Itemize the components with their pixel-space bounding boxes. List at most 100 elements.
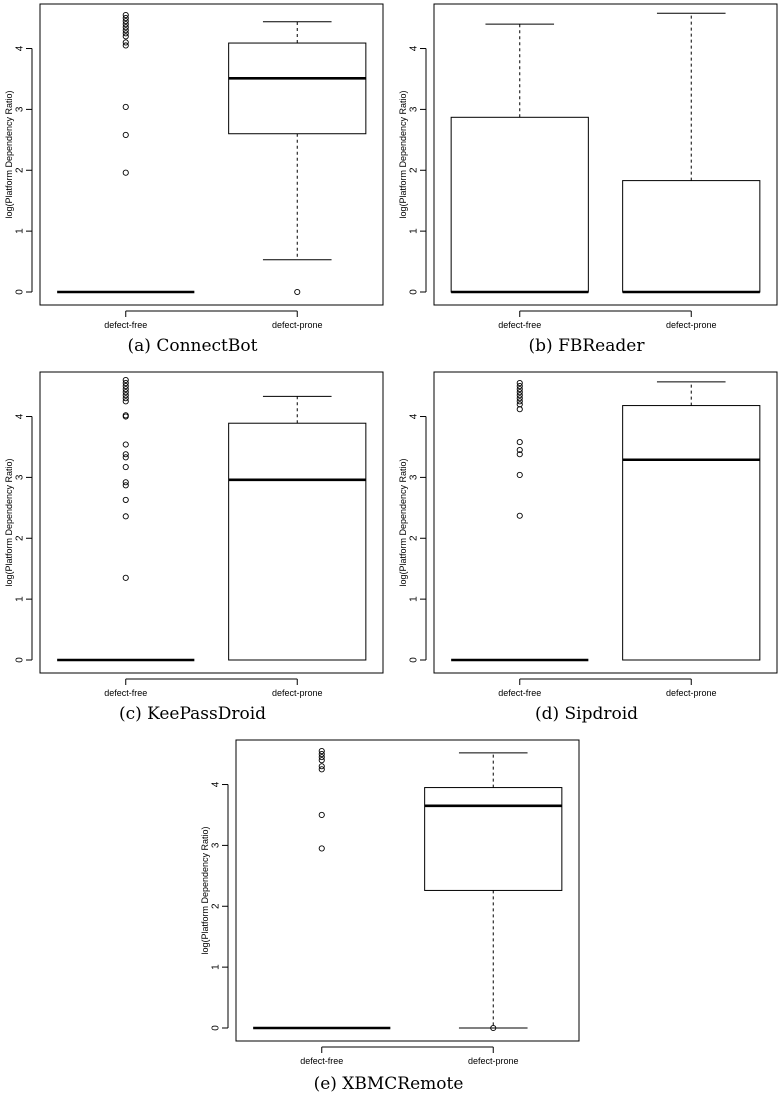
outlier-point bbox=[122, 131, 129, 139]
outlier-point bbox=[122, 11, 129, 19]
y-tick-label: 3 bbox=[15, 474, 26, 480]
boxplot-sipdroid: 0 1 2 3 4 log(Platform Dependency Ratio) defec… bbox=[398, 371, 778, 698]
x-tick-label: defect-free bbox=[104, 320, 147, 330]
outlier-point bbox=[516, 392, 523, 399]
outlier-point bbox=[516, 439, 523, 446]
x-tick-label: defect-prone bbox=[272, 320, 323, 330]
y-tick-label: 0 bbox=[211, 1025, 222, 1031]
outlier-point bbox=[318, 754, 325, 761]
y-axis-label: log(Platform Dependency Ratio) bbox=[4, 458, 14, 586]
outlier-point bbox=[122, 15, 129, 22]
y-tick-label: 2 bbox=[409, 167, 420, 173]
outlier-point bbox=[122, 383, 129, 390]
outlier-point bbox=[122, 513, 129, 520]
outlier-point bbox=[122, 454, 129, 461]
outlier-point bbox=[516, 446, 523, 454]
y-tick-label: 1 bbox=[409, 596, 420, 602]
outlier-point bbox=[122, 376, 129, 384]
y-tick-label: 3 bbox=[409, 106, 420, 112]
panel-connectbot: 0 1 2 3 4 log(Platform Dependency Ratio) defec… bbox=[0, 0, 385, 360]
y-tick-label: 4 bbox=[409, 413, 420, 419]
outlier-point bbox=[122, 24, 129, 31]
x-tick-label: defect-free bbox=[498, 688, 541, 698]
box-body bbox=[228, 42, 367, 135]
outlier-point bbox=[516, 383, 523, 390]
y-tick-label: 4 bbox=[15, 413, 26, 419]
outlier-point bbox=[122, 398, 129, 405]
y-tick-label: 2 bbox=[15, 535, 26, 541]
box-defect-free bbox=[451, 379, 589, 662]
y-tick-label: 0 bbox=[15, 657, 26, 663]
boxplot-fbreader: 0 1 2 3 4 log(Platform Dependency Ratio) defec… bbox=[398, 3, 778, 330]
outlier-point bbox=[516, 401, 523, 408]
box-body bbox=[424, 787, 563, 891]
outlier-point bbox=[490, 1024, 497, 1032]
box-defect-prone bbox=[622, 12, 761, 294]
outlier-point bbox=[318, 766, 325, 773]
outlier-point bbox=[122, 27, 129, 34]
outlier-point bbox=[122, 379, 129, 387]
outlier-point bbox=[122, 389, 129, 396]
caption-sipdroid: (d) Sipdroid bbox=[534, 704, 639, 724]
x-tick-label: defect-prone bbox=[666, 320, 717, 330]
outlier-point bbox=[122, 496, 129, 503]
outlier-point bbox=[516, 451, 523, 458]
outlier-point bbox=[516, 395, 523, 402]
outlier-point bbox=[122, 386, 129, 393]
outlier-point bbox=[122, 39, 129, 46]
y-tick-label: 1 bbox=[15, 596, 26, 602]
outlier-point bbox=[516, 471, 523, 479]
plot-frame bbox=[433, 371, 778, 674]
outlier-point bbox=[516, 398, 523, 405]
y-tick-label: 0 bbox=[409, 289, 420, 295]
box-defect-prone bbox=[228, 21, 367, 296]
outlier-point bbox=[122, 479, 129, 486]
outlier-point bbox=[122, 441, 129, 448]
box-defect-free bbox=[253, 747, 391, 1030]
outlier-point bbox=[318, 751, 325, 758]
box-defect-prone bbox=[622, 381, 761, 661]
y-axis-label: log(Platform Dependency Ratio) bbox=[200, 826, 210, 954]
outlier-point bbox=[122, 463, 129, 471]
y-tick-label: 0 bbox=[15, 289, 26, 295]
box-body bbox=[622, 405, 761, 661]
outlier-point bbox=[122, 18, 129, 25]
y-tick-label: 0 bbox=[409, 657, 420, 663]
y-tick-label: 4 bbox=[211, 781, 222, 787]
x-tick-label: defect-free bbox=[104, 688, 147, 698]
outlier-point bbox=[122, 103, 129, 111]
outlier-point bbox=[122, 412, 129, 419]
y-tick-label: 2 bbox=[211, 903, 222, 909]
outlier-point bbox=[516, 386, 523, 393]
y-axis-label: log(Platform Dependency Ratio) bbox=[4, 90, 14, 218]
outlier-point bbox=[318, 747, 325, 755]
y-tick-label: 1 bbox=[409, 228, 420, 234]
panel-xbmcremote: 0 1 2 3 4 log(Platform Dependency Ratio) defec… bbox=[196, 736, 581, 1101]
outlier-point bbox=[294, 288, 301, 296]
outlier-point bbox=[516, 379, 523, 387]
box-defect-prone bbox=[228, 395, 367, 661]
y-axis-label: log(Platform Dependency Ratio) bbox=[398, 458, 408, 586]
outlier-point bbox=[318, 845, 325, 852]
y-tick-label: 3 bbox=[211, 842, 222, 848]
plot-frame bbox=[235, 739, 580, 1042]
outlier-point bbox=[122, 30, 129, 37]
y-tick-label: 2 bbox=[409, 535, 420, 541]
x-tick-label: defect-prone bbox=[468, 1056, 519, 1066]
panel-keepassdroid: 0 1 2 3 4 log(Platform Dependency Ratio) defec… bbox=[0, 368, 385, 728]
box-defect-free bbox=[57, 11, 195, 294]
caption-fbreader: (b) FBReader bbox=[528, 336, 645, 356]
panel-sipdroid: 0 1 2 3 4 log(Platform Dependency Ratio) defec… bbox=[394, 368, 779, 728]
y-tick-label: 1 bbox=[15, 228, 26, 234]
outlier-point bbox=[318, 757, 325, 764]
x-tick-label: defect-prone bbox=[272, 688, 323, 698]
box-defect-free bbox=[57, 376, 195, 662]
x-tick-label: defect-prone bbox=[666, 688, 717, 698]
x-tick-label: defect-free bbox=[498, 320, 541, 330]
outlier-point bbox=[122, 169, 129, 176]
box-body bbox=[450, 116, 589, 293]
box-defect-free bbox=[450, 23, 589, 294]
outlier-point bbox=[318, 763, 325, 770]
box-body bbox=[622, 180, 761, 293]
boxplot-xbmcremote: 0 1 2 3 4 log(Platform Dependency Ratio) defec… bbox=[200, 739, 580, 1066]
